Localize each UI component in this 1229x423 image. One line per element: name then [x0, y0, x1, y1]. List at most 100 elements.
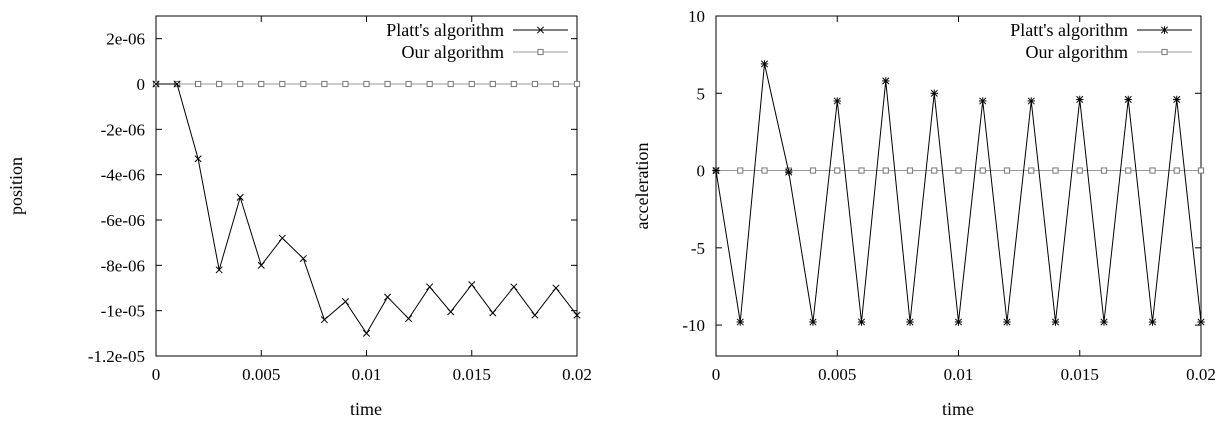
- data-point: [1100, 167, 1108, 174]
- legend-marker: [536, 26, 545, 34]
- data-point: [552, 80, 560, 88]
- x-tick-label: 0: [152, 365, 161, 384]
- data-point: [1125, 167, 1132, 174]
- data-point: [858, 167, 865, 174]
- data-point: [384, 80, 391, 88]
- y-tick-label: -1.2e-05: [88, 347, 145, 366]
- data-point: [341, 298, 350, 306]
- y-tick-label: -2e-06: [101, 120, 145, 139]
- data-point: [300, 80, 307, 88]
- data-point: [1149, 167, 1156, 174]
- data-point: [882, 77, 890, 85]
- data-point: [809, 167, 817, 174]
- series-line: [156, 83, 578, 335]
- series-0: [152, 80, 581, 337]
- legend-marker: [537, 48, 544, 56]
- data-point: [489, 309, 497, 317]
- data-point: [1124, 95, 1132, 104]
- data-point: [299, 254, 307, 263]
- data-point: [979, 97, 987, 105]
- data-point: [531, 311, 539, 319]
- data-point: [215, 266, 223, 274]
- data-point: [510, 283, 518, 291]
- data-point: [882, 167, 889, 174]
- acceleration-chart: 10 5 0 -5 -10 0 0.005 0.01 0.015 0.02 accelerati…: [632, 7, 1216, 419]
- legend-marker: [1160, 26, 1169, 34]
- data-point: [1027, 97, 1035, 105]
- series-layer: [152, 80, 581, 337]
- data-point: [712, 166, 720, 175]
- data-point: [955, 167, 962, 174]
- data-point: [426, 80, 433, 88]
- data-point: [906, 318, 914, 326]
- data-point: [979, 167, 986, 174]
- data-point: [468, 80, 475, 88]
- data-point: [1197, 167, 1205, 174]
- x-tick-label: 0.005: [242, 365, 280, 384]
- y-tick-label: 10: [688, 7, 705, 26]
- data-point: [785, 168, 793, 176]
- data-point: [1052, 167, 1059, 174]
- y-tick-label: 2e-06: [106, 30, 145, 49]
- data-point: [857, 318, 866, 326]
- y-ticks: 2e-06 0 -2e-06 -4e-06 -6e-06 -8e-06 -1e-05 -1.2…: [88, 30, 577, 366]
- legend-label: Our algorithm: [402, 42, 504, 62]
- data-point: [216, 80, 223, 88]
- data-point: [447, 308, 455, 316]
- data-point: [173, 80, 181, 88]
- x-tick-label: 0.02: [562, 365, 592, 384]
- x-ticks: 0 0.005 0.01 0.015 0.02: [152, 16, 592, 384]
- series-layer: [712, 60, 1205, 326]
- y-axis-label: acceleration: [632, 143, 652, 230]
- data-point: [761, 167, 768, 174]
- x-axis-label: time: [942, 399, 974, 419]
- data-point: [1173, 95, 1181, 104]
- x-ticks: 0 0.005 0.01 0.015 0.02: [712, 16, 1216, 384]
- data-point: [320, 316, 328, 324]
- x-tick-label: 0.01: [944, 365, 974, 384]
- data-point: [363, 80, 370, 88]
- plot-frame: [715, 15, 1202, 357]
- data-point: [405, 80, 412, 88]
- data-point: [931, 167, 938, 174]
- data-point: [1173, 167, 1180, 174]
- data-point: [954, 318, 963, 326]
- data-point: [426, 283, 434, 291]
- series-0: [712, 60, 1205, 326]
- data-point: [489, 80, 496, 88]
- plot-frame: [155, 15, 578, 357]
- y-tick-label: 0: [697, 162, 706, 181]
- data-point: [1076, 167, 1083, 174]
- data-point: [447, 80, 454, 88]
- data-point: [510, 80, 517, 88]
- legend-label: Platt's algorithm: [1010, 20, 1128, 40]
- y-tick-label: -10: [682, 316, 705, 335]
- data-point: [1197, 318, 1205, 326]
- data-point: [1076, 95, 1084, 104]
- data-point: [809, 318, 817, 326]
- data-point: [930, 89, 938, 97]
- data-point: [195, 80, 202, 88]
- x-tick-label: 0.015: [453, 365, 491, 384]
- data-point: [237, 80, 244, 88]
- data-point: [906, 167, 914, 174]
- data-point: [736, 318, 744, 326]
- data-point: [1028, 167, 1035, 174]
- data-point: [279, 80, 286, 88]
- data-point: [257, 261, 265, 269]
- data-point: [278, 234, 286, 242]
- data-point: [321, 80, 328, 88]
- x-tick-label: 0.02: [1186, 365, 1216, 384]
- legend-label: Our algorithm: [1026, 42, 1128, 62]
- y-tick-label: 0: [137, 75, 146, 94]
- data-point: [834, 167, 841, 174]
- legend-label: Platt's algorithm: [386, 20, 504, 40]
- position-chart: 2e-06 0 -2e-06 -4e-06 -6e-06 -8e-06 -1e-05 -1.2…: [6, 15, 592, 419]
- x-tick-label: 0.015: [1061, 365, 1099, 384]
- data-point: [1003, 167, 1011, 174]
- data-point: [342, 80, 349, 88]
- data-point: [1051, 318, 1060, 326]
- x-tick-label: 0.01: [352, 365, 382, 384]
